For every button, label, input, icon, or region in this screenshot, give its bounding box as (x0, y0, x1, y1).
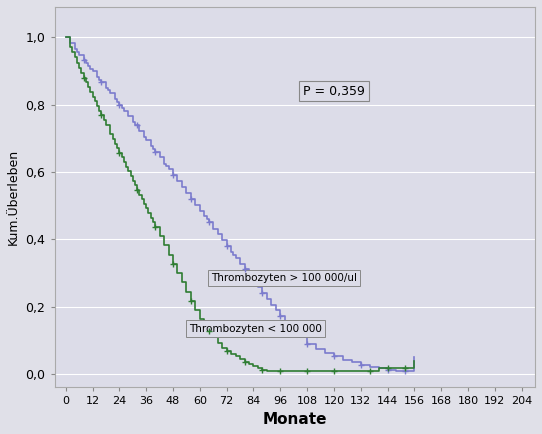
Text: P = 0,359: P = 0,359 (303, 85, 365, 98)
Text: Thrombozyten > 100 000/ul: Thrombozyten > 100 000/ul (211, 273, 357, 283)
Text: Thrombozyten < 100 000: Thrombozyten < 100 000 (189, 323, 321, 334)
X-axis label: Monate: Monate (262, 412, 327, 427)
Y-axis label: Kum.Überleben: Kum.Überleben (7, 149, 20, 245)
